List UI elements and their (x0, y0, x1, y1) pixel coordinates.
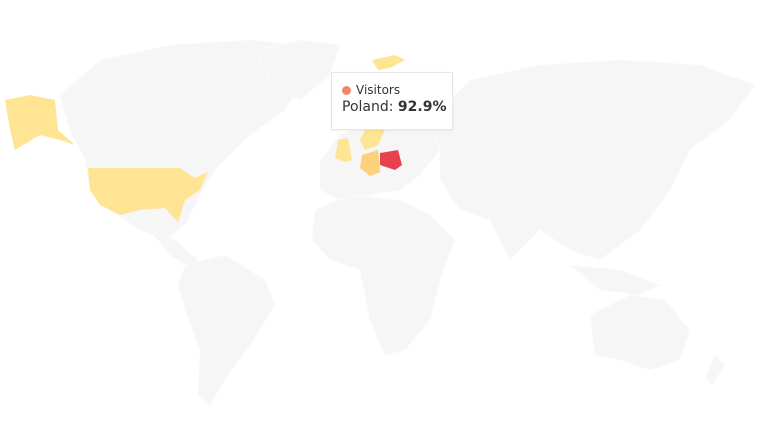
tooltip-value: 92.9% (397, 99, 447, 115)
country-poland[interactable] (380, 150, 402, 170)
southeast-asia[interactable] (568, 264, 662, 296)
series-color-dot-icon (342, 85, 351, 95)
country-germany[interactable] (360, 150, 380, 176)
country-usa[interactable] (88, 168, 208, 222)
africa[interactable] (311, 194, 456, 356)
new-zealand[interactable] (704, 354, 726, 386)
south-america[interactable] (177, 254, 276, 406)
asia[interactable] (429, 59, 756, 261)
map-tooltip: Visitors Poland: 92.9% (331, 72, 453, 130)
country-usa-alaska[interactable] (5, 95, 75, 150)
country-uk[interactable] (335, 138, 352, 162)
tooltip-country: Poland (342, 99, 389, 115)
tooltip-separator: : (388, 99, 394, 115)
greenland[interactable] (254, 39, 341, 101)
australia[interactable] (589, 294, 691, 371)
tooltip-series: Visitors (356, 83, 401, 97)
country-svalbard[interactable] (372, 55, 405, 70)
